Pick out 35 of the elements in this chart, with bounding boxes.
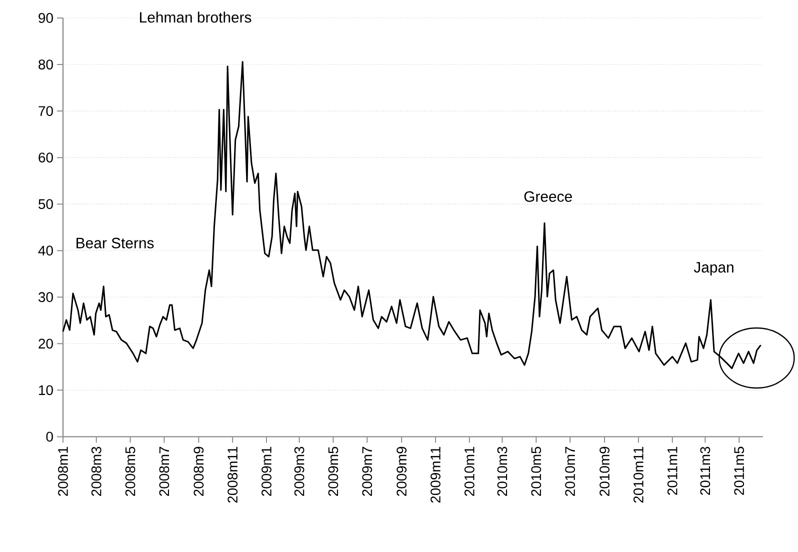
x-tick-label: 2009m11 [430, 446, 440, 503]
x-tick-label: 2008m1 [58, 446, 68, 496]
y-tick-label: 90 [38, 13, 53, 23]
x-tick-label: 2010m3 [497, 446, 508, 496]
y-tick-label: 60 [38, 152, 53, 163]
y-tick-label: 50 [38, 199, 53, 210]
annotation: Lehman brothers [140, 12, 252, 23]
y-tick-label: 10 [39, 385, 53, 396]
x-tick-label: 2009m3 [294, 446, 304, 496]
x-tick-label: 2010m1 [464, 446, 474, 496]
x-tick-label: 2009m1 [262, 446, 272, 496]
x-tick-label: 2008m7 [159, 446, 170, 496]
x-tick-label: 2011m1 [667, 446, 678, 495]
y-tick-label: 0 [46, 432, 53, 442]
x-tick-label: 2009m5 [328, 446, 338, 496]
y-tick-label: 30 [38, 292, 53, 302]
x-tick-label: 2009m9 [396, 446, 407, 496]
annotation: Bear Sterns [76, 238, 154, 248]
x-tick-label: 2011m3 [700, 446, 710, 495]
x-tick-label: 2009m7 [362, 446, 372, 496]
x-tick-label: 2010m7 [565, 446, 576, 496]
x-tick-label: 2008m3 [91, 446, 102, 496]
x-tick-label: 2008m11 [228, 446, 238, 503]
x-tick-label: 2008m5 [125, 446, 136, 496]
y-tick-label: 80 [38, 60, 53, 70]
y-tick-label: 40 [38, 246, 53, 256]
y-tick-label: 20 [38, 338, 53, 349]
y-tick-label: 70 [38, 106, 53, 116]
annotation: Japan [694, 262, 734, 276]
x-tick-label: 2011m5 [734, 446, 744, 495]
x-tick-label: 2008m9 [194, 446, 204, 496]
annotation: Greece [524, 191, 572, 202]
x-tick-label: 2010m9 [600, 446, 610, 496]
x-tick-label: 2010m11 [634, 446, 644, 503]
x-tick-label: 2010m5 [531, 446, 542, 496]
